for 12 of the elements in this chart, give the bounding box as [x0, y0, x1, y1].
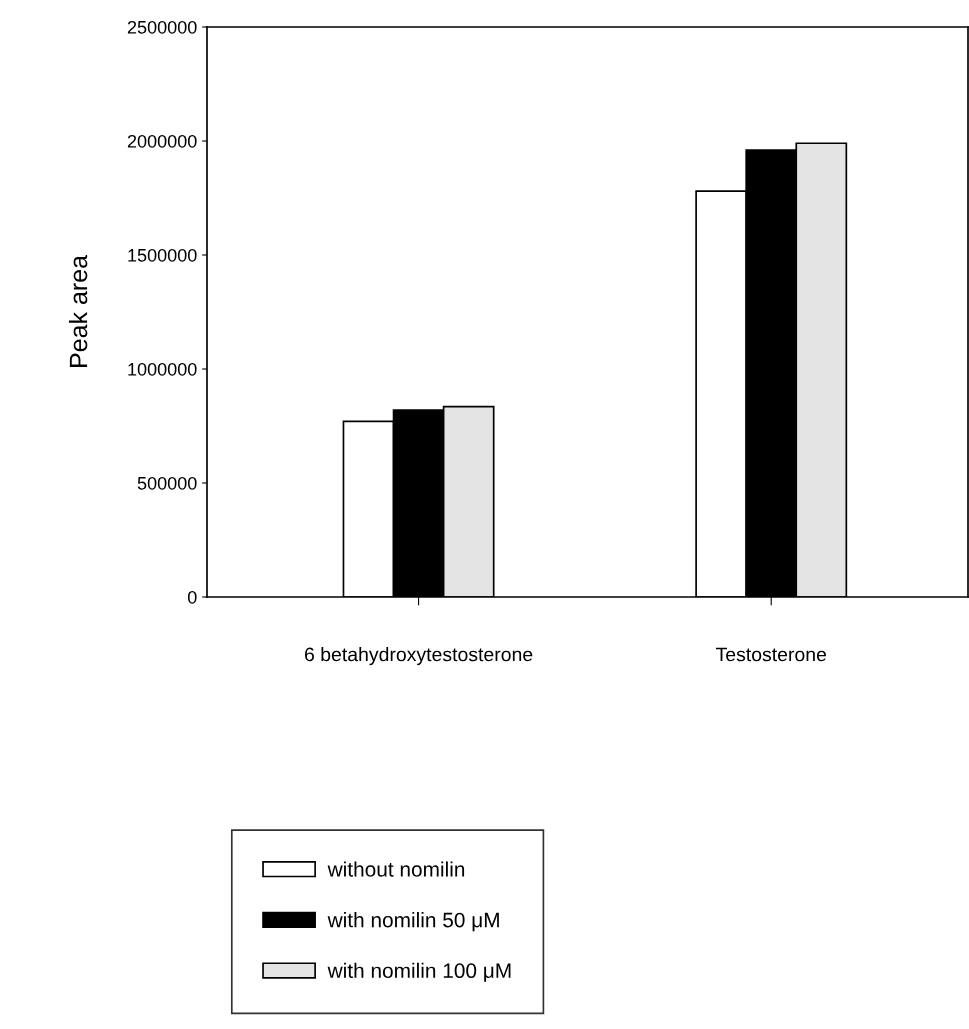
y-tick-label: 0	[187, 590, 197, 604]
y-tick-label: 2000000	[127, 134, 197, 148]
y-tick-label: 2500000	[127, 20, 197, 34]
legend-label: without nomilin	[327, 861, 465, 877]
legend-label: with nomilin 100 μM	[327, 962, 511, 982]
x-tick-label: 6 betahydroxytestosterone	[305, 647, 533, 666]
y-tick-label: 500000	[137, 476, 197, 490]
legend-label: with nomilin 50 μM	[327, 912, 499, 932]
y-tick-label: 1000000	[128, 362, 197, 376]
x-tick-label: Testosterone	[716, 647, 827, 662]
y-axis-title: Peak area	[68, 255, 88, 367]
y-tick-label: 1500000	[128, 248, 197, 262]
